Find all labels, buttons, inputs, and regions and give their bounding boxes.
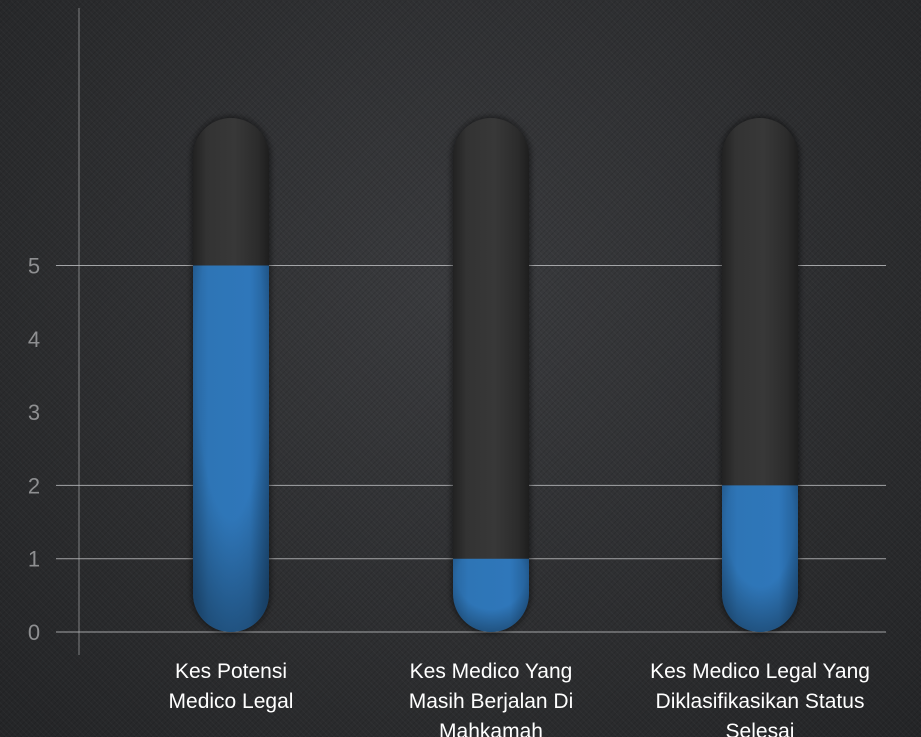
y-tick-label: 3 (28, 400, 40, 425)
y-tick-label: 0 (28, 620, 40, 645)
bars-layer (191, 116, 800, 634)
category-label-line: Masih Berjalan Di (409, 690, 574, 713)
category-label-line: Medico Legal (169, 690, 294, 713)
category-label-line: Selesai (726, 720, 795, 737)
bar-shading (453, 558, 529, 632)
category-label: Kes Potensi Medico Legal (169, 660, 294, 713)
category-label-line: Diklasifikasikan Status (656, 690, 865, 713)
category-label-line: Kes Medico Yang (410, 660, 573, 683)
category-label-line: Kes Potensi (175, 660, 287, 683)
bar-group (451, 116, 531, 634)
bar-group (191, 116, 271, 634)
y-tick-label: 1 (28, 547, 40, 572)
category-label: Kes Medico Yang Masih Berjalan Di Mahkamah (409, 660, 574, 737)
bar-shading (722, 485, 798, 632)
labels-layer: Kes Potensi Medico Legal Kes Medico Yang Ma… (169, 660, 870, 737)
y-tick-label: 2 (28, 473, 40, 498)
category-label-line: Kes Medico Legal Yang (650, 660, 870, 683)
axis-layer: 0 1 2 3 4 5 (28, 8, 80, 655)
y-tick-label: 5 (28, 254, 40, 279)
bar-shading (193, 265, 269, 632)
bar-track (453, 118, 529, 632)
bar-group (720, 116, 800, 634)
category-label: Kes Medico Legal Yang Diklasifikasikan St… (650, 660, 870, 737)
category-label-line: Mahkamah (439, 720, 543, 737)
y-tick-label: 4 (28, 327, 40, 352)
